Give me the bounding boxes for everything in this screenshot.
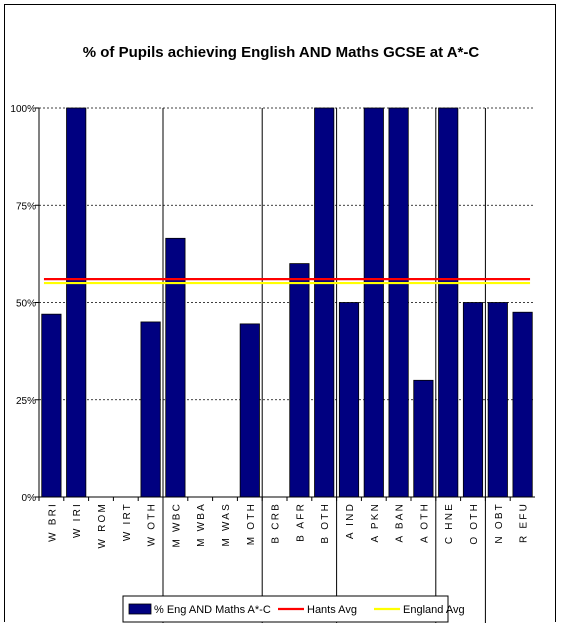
legend: % Eng AND Maths A*-C Hants Avg England Avg	[122, 595, 465, 623]
x-tick-label: W OTH	[147, 502, 158, 546]
y-tick-label: 25%	[16, 396, 36, 407]
x-tick-label: B AFR	[295, 502, 306, 542]
legend-swatch-bar	[128, 603, 152, 615]
y-tick-label: 75%	[16, 201, 36, 212]
axes	[38, 108, 535, 498]
x-tick-label: O OTH	[469, 502, 480, 545]
x-axis-ticks: W BRI W IRI W ROM W IRT W OTH M WBC M WBA M WAS…	[38, 497, 530, 549]
legend-label: % Eng AND Maths A*-C	[154, 604, 271, 616]
bar-woth	[140, 321, 161, 498]
gridlines	[39, 107, 535, 401]
x-tick-label: M WBC	[171, 502, 182, 547]
bar-wiri	[66, 107, 87, 498]
x-tick-label: B CRB	[271, 502, 282, 544]
x-tick-label: C HNE	[444, 502, 455, 544]
bar-wbri	[41, 313, 62, 498]
legend-label: England Avg	[403, 604, 465, 616]
x-tick-label: W ROM	[97, 502, 108, 549]
x-tick-label: M WBA	[196, 502, 207, 547]
chart-svg: % of Pupils achieving English AND Maths …	[10, 44, 535, 623]
x-tick-label: A OTH	[419, 502, 430, 543]
bar-mwbc	[165, 237, 186, 498]
x-tick-label: R EFU	[519, 502, 530, 543]
bar-aind	[338, 302, 360, 498]
chart-title: % of Pupils achieving English AND Maths …	[83, 44, 480, 61]
chart-frame: % of Pupils achieving English AND Maths …	[4, 4, 556, 623]
x-tick-label: A PKN	[370, 502, 381, 542]
y-tick-label: 100%	[10, 104, 36, 115]
x-tick-label: A BAN	[395, 502, 406, 542]
group-dividers	[162, 108, 486, 623]
x-tick-label: M WAS	[221, 502, 232, 547]
y-tick-label: 50%	[16, 299, 36, 310]
bar-chne	[438, 107, 459, 498]
x-tick-label: B OTH	[320, 502, 331, 544]
x-tick-label: M OTH	[246, 502, 257, 545]
bars	[41, 107, 533, 498]
bar-ooth	[462, 302, 484, 498]
legend-label: Hants Avg	[307, 604, 357, 616]
bar-refu	[512, 311, 533, 498]
average-lines	[43, 278, 531, 285]
bar-apkn	[363, 107, 384, 498]
y-axis-ticks: 0% 25% 50% 75% 100%	[10, 104, 39, 504]
bar-aoth	[413, 379, 434, 498]
x-tick-label: W IRT	[122, 502, 133, 541]
bar-both	[314, 107, 335, 498]
bar-bafr	[289, 263, 310, 498]
y-tick-label: 0%	[22, 493, 37, 504]
x-tick-label: W BRI	[47, 502, 58, 542]
x-tick-label: W IRI	[72, 502, 83, 538]
x-tick-label: A IND	[345, 502, 356, 539]
bar-nobt	[487, 302, 508, 498]
bar-moth	[239, 323, 260, 498]
bar-aban	[388, 107, 409, 498]
x-tick-label: N OBT	[494, 502, 505, 544]
